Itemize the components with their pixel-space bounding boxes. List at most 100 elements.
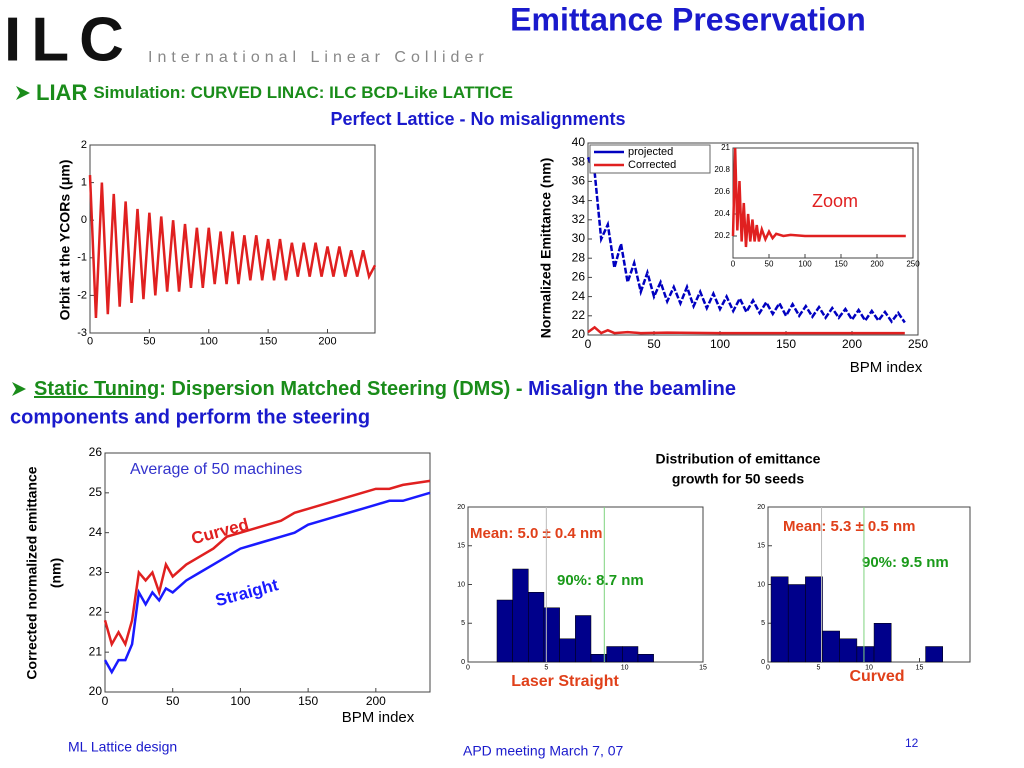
y-tick-label: 2	[81, 139, 87, 151]
y-tick-label: 0	[761, 659, 765, 666]
y-tick-label: 0	[81, 214, 87, 226]
page-number: 12	[905, 736, 919, 750]
y-axis-label: Orbit at the YCORs (μm)	[57, 160, 73, 321]
bullet-lead: LIAR	[36, 80, 87, 105]
y-tick-label: 36	[572, 174, 586, 188]
bullet-highlight: components and perform the steering	[10, 406, 370, 428]
series-line	[731, 147, 906, 248]
y-tick-label: 15	[457, 543, 465, 550]
y-tick-label: 0	[461, 659, 465, 666]
x-tick-label: 15	[699, 664, 707, 671]
x-tick-label: 0	[87, 336, 93, 348]
y-tick-label: 20.6	[714, 187, 730, 196]
x-tick-label: 50	[166, 694, 180, 708]
y-tick-label: 22	[89, 605, 103, 619]
x-tick-label: 150	[834, 260, 848, 269]
x-tick-label: 200	[366, 694, 386, 708]
hist-heading: Distribution of emittance	[656, 451, 821, 467]
bullet-line: LIAR Simulation: CURVED LINAC: ILC BCD-Li…	[36, 80, 513, 105]
y-tick-label: 34	[572, 193, 586, 207]
x-tick-label: 10	[865, 664, 873, 671]
hist-bar	[787, 584, 806, 663]
y-tick-label: 20	[457, 504, 465, 511]
bullet-lead: Static Tuning	[34, 378, 159, 400]
y-tick-label: 5	[761, 620, 765, 627]
y-tick-label: -3	[77, 327, 87, 339]
y-tick-label: 20.4	[714, 209, 730, 218]
footer-left: ML Lattice design	[68, 739, 177, 755]
y-tick-label: 1	[81, 177, 87, 189]
plot-area	[104, 452, 431, 693]
y-tick-label: -2	[77, 289, 87, 301]
hist-heading: growth for 50 seeds	[672, 471, 804, 487]
y-tick-label: 32	[572, 212, 586, 226]
hist-bar	[559, 638, 576, 663]
x-tick-label: 100	[798, 260, 812, 269]
y-tick-label: -1	[77, 252, 87, 264]
y-tick-label: 26	[572, 270, 586, 284]
y-tick-label: 22	[572, 308, 586, 322]
y-tick-label: 24	[89, 525, 103, 539]
bullet-highlight: Misalign the beamline	[528, 378, 736, 400]
y-tick-label: 26	[89, 445, 103, 459]
y-tick-label: 23	[89, 565, 103, 579]
hist-bar	[622, 646, 639, 663]
hist-bar	[543, 607, 560, 663]
x-axis-label: BPM index	[850, 359, 923, 376]
y-tick-label: 21	[89, 644, 103, 658]
hist-bar	[856, 646, 875, 663]
hist-bar	[839, 638, 858, 663]
bullet-text: : Dispersion Matched Steering (DMS) -	[159, 378, 528, 400]
annotation: Mean: 5.3 ± 0.5 nm	[783, 518, 915, 535]
x-axis-label: BPM index	[342, 709, 415, 726]
x-tick-label: 100	[200, 336, 218, 348]
y-tick-label: 25	[89, 485, 103, 499]
logo-name: International Linear Collider	[148, 49, 489, 66]
y-tick-label: 40	[572, 135, 586, 149]
annotation: Zoom	[812, 191, 858, 211]
chart-title: Laser Straight	[511, 673, 619, 690]
y-tick-label: 10	[757, 581, 765, 588]
x-tick-label: 50	[143, 336, 155, 348]
y-axis-label: Normalized Emittance (nm)	[538, 158, 554, 338]
series-line	[103, 479, 431, 648]
x-tick-label: 100	[230, 694, 250, 708]
y-axis-label: Corrected normalized emittance	[24, 466, 40, 679]
bullet	[16, 86, 30, 100]
x-tick-label: 150	[298, 694, 318, 708]
chart-title: Curved	[849, 668, 904, 685]
footer-center: APD meeting March 7, 07	[463, 743, 624, 759]
y-tick-label: 10	[457, 581, 465, 588]
x-tick-label: 0	[731, 260, 736, 269]
logo-mark: ILC	[4, 5, 134, 74]
x-tick-label: 5	[544, 664, 548, 671]
hist-bar	[575, 615, 592, 663]
y-tick-label: 20.2	[714, 231, 730, 240]
x-tick-label: 0	[466, 664, 470, 671]
legend-label: Corrected	[628, 159, 676, 171]
x-tick-label: 150	[259, 336, 277, 348]
series-line	[88, 175, 377, 319]
hist-bar	[528, 592, 545, 663]
legend-label: projected	[628, 146, 673, 158]
subtitle: Perfect Lattice - No misalignments	[330, 109, 625, 129]
x-tick-label: 0	[585, 337, 592, 351]
slide-title: Emittance Preservation	[510, 1, 866, 37]
x-tick-label: 0	[102, 694, 109, 708]
hist-bar	[925, 646, 943, 663]
y-tick-label: 28	[572, 250, 586, 264]
hist-bar	[822, 630, 840, 663]
hist-bar	[637, 654, 654, 663]
series-line	[586, 156, 906, 324]
hist-bar	[873, 623, 892, 663]
y-tick-label: 15	[757, 543, 765, 550]
x-tick-label: 200	[870, 260, 884, 269]
y-tick-label: 20.8	[714, 165, 730, 174]
y-tick-label: 38	[572, 154, 586, 168]
hist-bar	[805, 576, 823, 663]
y-tick-label: 24	[572, 289, 586, 303]
x-tick-label: 100	[710, 337, 730, 351]
bullet-text: Simulation: CURVED LINAC: ILC BCD-Like L…	[93, 83, 513, 102]
y-tick-label: 20	[572, 327, 586, 341]
